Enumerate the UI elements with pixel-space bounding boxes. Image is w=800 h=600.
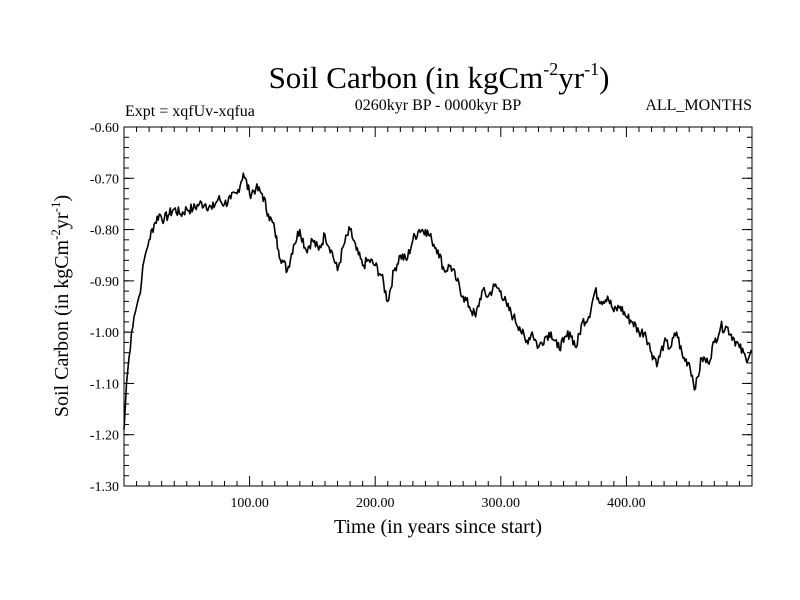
time-range-label: 0260kyr BP - 0000kyr BP [355, 97, 522, 114]
y-tick-label: -1.30 [90, 480, 119, 495]
experiment-label: Expt = xqfUv-xqfua [125, 103, 255, 120]
series-line [123, 172, 753, 430]
y-tick-label: -0.80 [90, 224, 119, 239]
y-axis-label-main: Soil Carbon (in kgCm [51, 239, 73, 417]
y-axis-label-end: ) [51, 195, 73, 202]
y-tick-label: -1.00 [90, 326, 119, 341]
months-label: ALL_MONTHS [645, 97, 752, 114]
plot-frame [123, 126, 753, 487]
chart-title-end: ) [599, 60, 609, 95]
x-tick-label: 300.00 [482, 496, 521, 511]
x-tick-label: 200.00 [356, 496, 395, 511]
y-axis-label-mid: yr [51, 212, 73, 229]
y-axis-label-sup1: -2 [48, 229, 63, 240]
x-tick-label: 400.00 [607, 496, 646, 511]
chart-title-mid: yr [558, 60, 585, 95]
y-axis-label: Soil Carbon (in kgCm-2yr-1) [48, 195, 73, 417]
y-axis-label-sup2: -1 [48, 202, 63, 213]
y-tick-label: -1.10 [90, 377, 119, 392]
chart-title-main: Soil Carbon (in kgCm [269, 60, 544, 95]
y-tick-label: -0.60 [90, 121, 119, 136]
chart-title: Soil Carbon (in kgCm-2yr-1) [269, 59, 610, 95]
y-tick-label: -0.90 [90, 275, 119, 290]
chart-title-sup2: -1 [584, 59, 599, 79]
y-tick-label: -0.70 [90, 172, 119, 187]
x-axis-label: Time (in years since start) [334, 516, 542, 538]
y-tick-label: -1.20 [90, 429, 119, 444]
chart-title-sup1: -2 [543, 59, 558, 79]
x-tick-label: 100.00 [230, 496, 269, 511]
